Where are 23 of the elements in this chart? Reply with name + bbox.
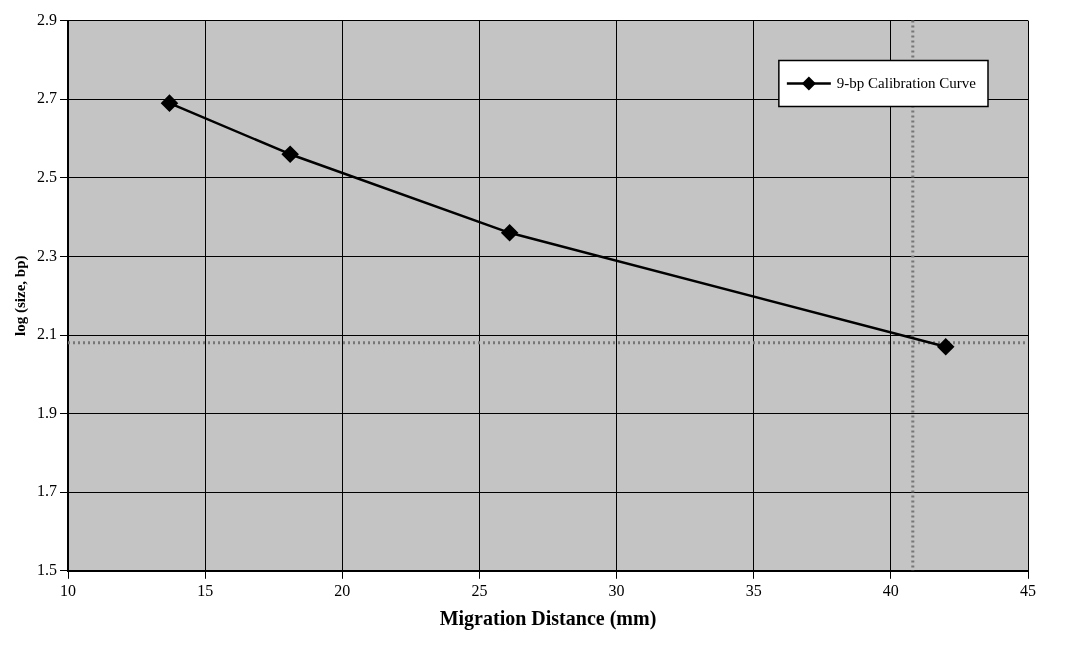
x-tick-label: 40 [882, 581, 899, 599]
point [161, 94, 178, 112]
x-tick-label: 25 [471, 581, 488, 599]
x-tick-label: 45 [1020, 581, 1036, 599]
y-tick-label: 2.3 [37, 246, 57, 264]
y-tick-label: 2.1 [37, 325, 57, 343]
x-tick-label: 15 [197, 581, 214, 599]
y-axis-title: log (size, bp) [11, 255, 29, 336]
x-tick-label: 20 [334, 581, 351, 599]
y-tick-label: 1.5 [37, 561, 57, 578]
point [937, 338, 954, 356]
y-tick-label: 1.9 [37, 403, 57, 421]
y-tick-label: 1.7 [37, 482, 57, 500]
x-tick-label: 10 [60, 581, 76, 599]
y-tick-label: 2.9 [37, 10, 57, 28]
point [281, 145, 299, 163]
legend-label: 9-bp Calibration Curve [836, 74, 977, 91]
y-tick-label: 2.7 [37, 89, 57, 107]
x-tick-label: 30 [608, 581, 625, 599]
x-tick-label: 35 [745, 581, 762, 599]
x-axis-title: Migration Distance (mm) [439, 607, 657, 631]
y-tick-label: 2.5 [37, 168, 57, 185]
point [501, 224, 518, 242]
